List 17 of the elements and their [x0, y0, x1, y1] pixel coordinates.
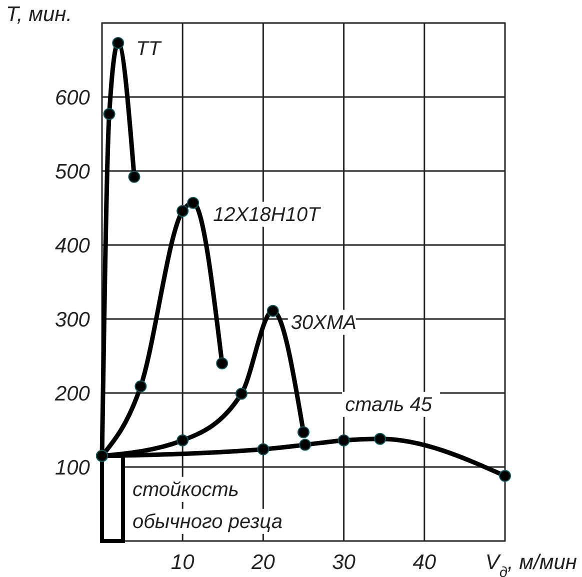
y-tick-label: 100 — [54, 456, 90, 480]
y-tick-label: 500 — [54, 160, 90, 184]
y-tick-label: 300 — [54, 308, 90, 332]
x-tick-label: 30 — [332, 551, 356, 574]
x-tick-label: 20 — [250, 551, 276, 574]
series-label: стойкость обычного резца — [132, 478, 282, 533]
series-label: TT — [136, 38, 162, 60]
x-tick-label: 10 — [170, 551, 195, 574]
series-label: 30XMA — [290, 312, 356, 334]
x-axis-title: V$_{д}$, м/мин — [485, 551, 578, 577]
x-tick-label: 40 — [412, 551, 436, 574]
y-tick-label: 200 — [54, 382, 90, 406]
y-tick-label: 600 — [54, 86, 90, 110]
y-axis-title: T, мин. — [6, 3, 72, 26]
series-label: 12X18H10T — [213, 204, 322, 226]
y-tick-label: 400 — [54, 234, 90, 258]
series-label: сталь 45 — [345, 394, 433, 416]
